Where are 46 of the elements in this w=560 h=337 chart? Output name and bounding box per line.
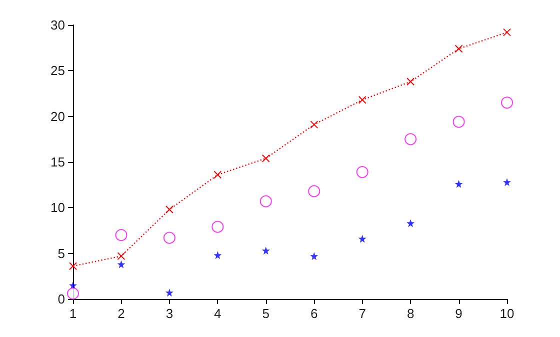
- point: [310, 252, 318, 260]
- point: [165, 288, 174, 297]
- point: [214, 251, 222, 260]
- point: [260, 195, 272, 208]
- x-tick-label: 2: [118, 306, 125, 321]
- point: [358, 234, 366, 243]
- x-tick-label: 7: [358, 306, 366, 321]
- point: [212, 220, 224, 233]
- y-tick-label: 10: [50, 200, 65, 216]
- x-tick-label: 6: [310, 306, 318, 321]
- y-tick-label: 20: [50, 108, 65, 124]
- x-tick-label: 8: [406, 306, 414, 321]
- point: [454, 180, 463, 188]
- point: [115, 229, 128, 242]
- point: [262, 246, 270, 255]
- point: [406, 219, 415, 228]
- point: [356, 166, 368, 178]
- point: [406, 78, 415, 86]
- y-tick-label: 30: [50, 18, 65, 32]
- point: [163, 232, 176, 244]
- x-tick-label: 4: [214, 306, 222, 321]
- point: [214, 170, 222, 179]
- point: [404, 133, 417, 146]
- point: [503, 28, 511, 36]
- x-tick-label: 10: [500, 306, 514, 321]
- point: [452, 116, 465, 128]
- point: [503, 178, 511, 186]
- point: [67, 288, 79, 300]
- y-tick-label: 25: [50, 63, 65, 78]
- point: [501, 96, 513, 109]
- x-tick-label: 3: [166, 306, 174, 321]
- point: [117, 252, 126, 260]
- x-tick-label: 9: [455, 306, 462, 321]
- x-tick-label: 1: [69, 306, 77, 321]
- point: [308, 185, 320, 198]
- point: [69, 262, 77, 270]
- point: [358, 96, 366, 104]
- x-tick-label: 5: [262, 306, 270, 321]
- point: [454, 44, 463, 53]
- point: [310, 120, 318, 129]
- y-tick-label: 0: [58, 292, 65, 306]
- point: [262, 154, 270, 162]
- point: [117, 260, 126, 268]
- point: [165, 205, 174, 214]
- y-tick-label: 15: [50, 154, 65, 170]
- y-tick-label: 5: [58, 246, 65, 261]
